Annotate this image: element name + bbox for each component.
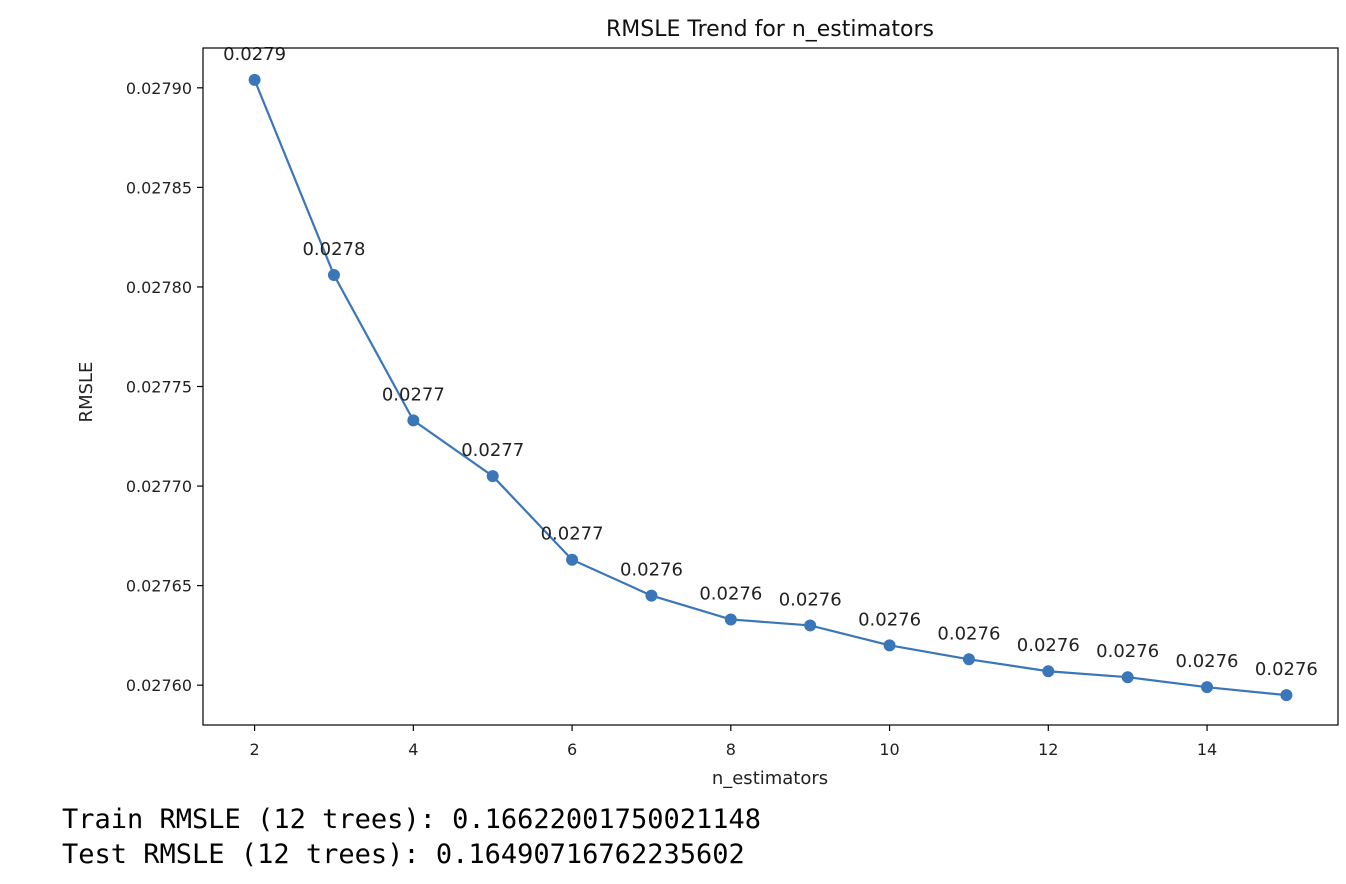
data-point xyxy=(327,268,340,281)
y-tick-label: 0.02775 xyxy=(126,378,192,397)
y-axis-ticks: 0.02760 0.02765 0.02770 0.02775 0.02780 0.027… xyxy=(126,79,203,695)
data-label: 0.0276 xyxy=(1176,651,1239,672)
train-rmsle-output: Train RMSLE (12 trees): 0.16622001750021… xyxy=(62,804,761,835)
data-label: 0.0277 xyxy=(382,384,445,405)
data-point xyxy=(962,653,975,666)
data-point xyxy=(804,619,817,632)
data-point xyxy=(645,589,658,602)
data-point xyxy=(883,639,896,652)
y-tick-label: 0.02770 xyxy=(126,477,192,496)
data-point xyxy=(566,553,579,566)
data-label: 0.0276 xyxy=(779,589,842,610)
y-tick-label: 0.02765 xyxy=(126,577,192,596)
data-point xyxy=(1042,665,1055,678)
data-label: 0.0276 xyxy=(1255,659,1318,680)
series-layer xyxy=(248,73,1293,702)
y-tick-label: 0.02780 xyxy=(126,278,192,297)
test-rmsle-output: Test RMSLE (12 trees): 0.164907167622356… xyxy=(62,839,745,870)
x-tick-label: 12 xyxy=(1038,740,1058,759)
data-point xyxy=(1280,689,1293,702)
data-labels-layer: 0.0279 0.0278 0.0277 0.0277 0.0277 0.0276 0.02… xyxy=(223,44,1318,680)
y-tick-label: 0.02760 xyxy=(126,676,192,695)
plot-frame xyxy=(202,47,1339,726)
y-tick-label: 0.02785 xyxy=(126,178,192,197)
data-label: 0.0276 xyxy=(858,609,921,630)
x-tick-label: 6 xyxy=(567,740,577,759)
y-tick-label: 0.02790 xyxy=(126,79,192,98)
data-point xyxy=(407,414,420,427)
data-label: 0.0277 xyxy=(461,440,524,461)
x-tick-label: 4 xyxy=(408,740,418,759)
x-tick-label: 8 xyxy=(726,740,736,759)
data-label: 0.0276 xyxy=(937,623,1000,644)
x-axis-ticks: 2 4 6 8 10 12 14 xyxy=(249,725,1217,759)
x-tick-label: 2 xyxy=(249,740,259,759)
data-point xyxy=(724,613,737,626)
data-point xyxy=(486,470,499,483)
data-label: 0.0278 xyxy=(302,239,365,260)
x-tick-label: 14 xyxy=(1197,740,1217,759)
data-label: 0.0276 xyxy=(1096,641,1159,662)
series-line xyxy=(253,79,1287,697)
data-label: 0.0276 xyxy=(699,583,762,604)
data-label: 0.0279 xyxy=(223,44,286,65)
data-label: 0.0276 xyxy=(620,560,683,581)
data-point xyxy=(1121,671,1134,684)
x-tick-label: 10 xyxy=(879,740,899,759)
y-axis-label: RMSLE xyxy=(76,362,97,423)
chart-title: RMSLE Trend for n_estimators xyxy=(606,17,934,42)
data-point xyxy=(248,73,261,86)
x-axis-label: n_estimators xyxy=(712,768,828,789)
rmsle-line-chart: RMSLE Trend for n_estimators n_estimator… xyxy=(76,17,1339,789)
data-label: 0.0276 xyxy=(1017,635,1080,656)
data-label: 0.0277 xyxy=(541,524,604,545)
data-point xyxy=(1201,681,1214,694)
